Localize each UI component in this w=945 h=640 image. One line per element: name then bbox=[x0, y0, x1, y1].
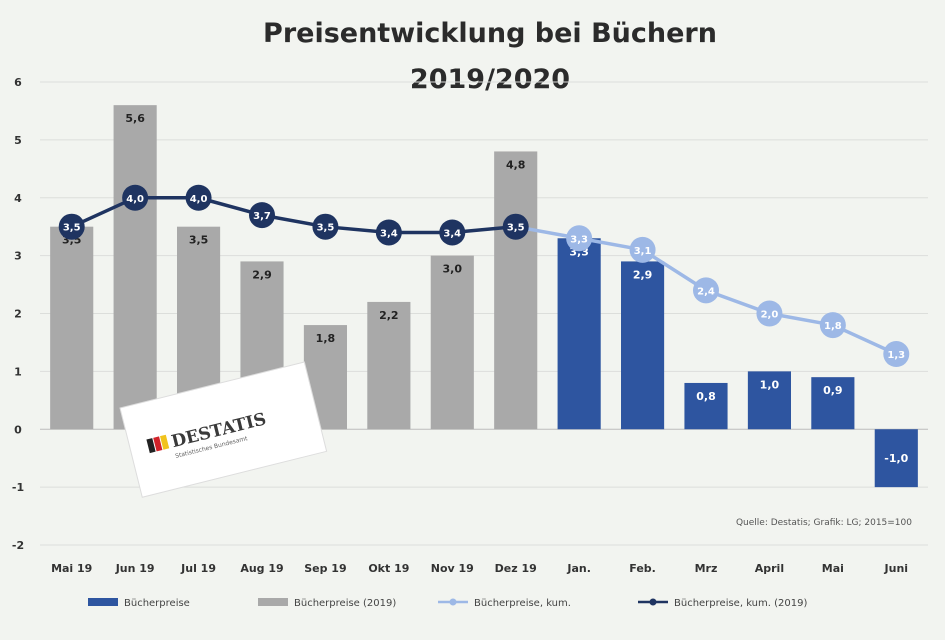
bar-value-label: 1,0 bbox=[760, 378, 780, 391]
line-point bbox=[629, 236, 656, 263]
legend: Bücherpreise Bücherpreise (2019) Bücherpre… bbox=[88, 598, 807, 609]
y-tick-label: 2 bbox=[14, 308, 22, 321]
point-value-label: 3,4 bbox=[380, 228, 398, 239]
point-value-label: 3,1 bbox=[634, 246, 652, 257]
y-tick-label: -1 bbox=[12, 481, 24, 494]
chart-title-line-1: Preisentwicklung bei Büchern bbox=[263, 18, 717, 49]
x-tick-label: Mrz bbox=[695, 562, 718, 575]
legend-marker bbox=[649, 598, 657, 606]
bar-value-label: 4,8 bbox=[506, 158, 526, 171]
legend-label: Bücherpreise (2019) bbox=[294, 598, 396, 609]
y-tick-label: -2 bbox=[12, 539, 24, 552]
point-value-label: 4,0 bbox=[126, 194, 144, 205]
legend-swatch bbox=[88, 598, 118, 606]
x-tick-label: Okt 19 bbox=[368, 562, 409, 575]
x-tick-label: Juni bbox=[884, 562, 909, 575]
line-point bbox=[439, 219, 466, 246]
line-point bbox=[566, 225, 593, 252]
bar-value-label: 0,9 bbox=[823, 384, 843, 397]
x-tick-label: Jun 19 bbox=[115, 562, 155, 575]
point-value-label: 1,3 bbox=[887, 350, 905, 361]
legend-swatch bbox=[258, 598, 288, 606]
line-point bbox=[375, 219, 402, 246]
y-tick-label: 0 bbox=[14, 423, 22, 436]
legend-label: Bücherpreise bbox=[124, 598, 190, 609]
bar-value-label: 2,9 bbox=[252, 268, 272, 281]
y-tick-label: 1 bbox=[14, 365, 22, 378]
point-value-label: 3,5 bbox=[507, 223, 525, 234]
point-value-label: 2,4 bbox=[697, 286, 715, 297]
point-value-label: 2,0 bbox=[761, 310, 779, 321]
x-tick-label: Dez 19 bbox=[495, 562, 537, 575]
x-tick-label: Mai bbox=[822, 562, 844, 575]
point-value-label: 3,7 bbox=[253, 211, 271, 222]
destatis-logo: DESTATIS Statistisches Bundesamt bbox=[119, 361, 328, 498]
legend-label: Bücherpreise, kum. bbox=[474, 598, 571, 609]
x-tick-label: Mai 19 bbox=[51, 562, 92, 575]
point-value-label: 3,5 bbox=[317, 223, 335, 234]
bar bbox=[113, 105, 157, 430]
point-value-label: 3,5 bbox=[63, 223, 81, 234]
bar bbox=[494, 151, 538, 430]
y-axis-ticks: -2 -1 0 1 2 3 4 5 6 bbox=[12, 76, 24, 552]
legend-marker bbox=[449, 598, 457, 606]
chart-title-line-2: 2019/2020 bbox=[410, 64, 570, 95]
bar bbox=[684, 382, 728, 430]
line-point bbox=[502, 213, 529, 240]
x-axis-ticks: Mai 19 Jun 19 Jul 19 Aug 19 Sep 19 Okt 19 Nov … bbox=[51, 562, 908, 575]
line-point bbox=[122, 184, 149, 211]
line-point bbox=[756, 300, 783, 327]
line-point bbox=[819, 312, 846, 339]
bar bbox=[747, 371, 791, 430]
bar-value-label: 3,5 bbox=[189, 234, 209, 247]
x-tick-label: Jul 19 bbox=[180, 562, 216, 575]
y-tick-label: 6 bbox=[14, 76, 22, 89]
point-value-label: 1,8 bbox=[824, 321, 842, 332]
bar-value-label: -1,0 bbox=[884, 452, 908, 465]
source-note: Quelle: Destatis; Grafik: LG; 2015=100 bbox=[736, 518, 912, 528]
bar bbox=[50, 226, 94, 430]
bar-value-label: 1,8 bbox=[316, 332, 336, 345]
y-tick-label: 4 bbox=[14, 192, 22, 205]
line-point bbox=[249, 202, 275, 229]
point-value-label: 3,3 bbox=[570, 234, 588, 245]
legend-label: Bücherpreise, kum. (2019) bbox=[674, 598, 807, 609]
point-value-label: 4,0 bbox=[190, 194, 208, 205]
x-tick-label: Aug 19 bbox=[240, 562, 283, 575]
y-tick-label: 5 bbox=[14, 134, 22, 147]
bar bbox=[367, 301, 411, 430]
bar bbox=[557, 238, 601, 430]
line-point bbox=[312, 213, 339, 240]
x-tick-label: April bbox=[755, 562, 784, 575]
x-tick-label: Jan. bbox=[566, 562, 591, 575]
y-tick-label: 3 bbox=[14, 250, 22, 263]
point-value-label: 3,4 bbox=[443, 228, 461, 239]
bar bbox=[430, 255, 474, 430]
bar-value-label: 3,0 bbox=[443, 263, 463, 276]
line-point bbox=[883, 341, 910, 368]
line-point bbox=[185, 184, 212, 211]
bar-value-label: 0,8 bbox=[696, 390, 716, 403]
bars: 3,3 2,9 0,8 1,0 0,9 -1,0 3,5 5,6 3,5 2,9 1,8 2,2 3,0… bbox=[50, 105, 918, 488]
x-tick-label: Nov 19 bbox=[431, 562, 474, 575]
bar-value-label: 2,2 bbox=[379, 309, 399, 322]
bar bbox=[621, 261, 665, 430]
bar bbox=[874, 429, 918, 488]
bar-value-label: 2,9 bbox=[633, 268, 653, 281]
line-point bbox=[58, 213, 85, 240]
bar bbox=[811, 377, 855, 430]
bar-value-label: 5,6 bbox=[125, 112, 145, 125]
x-tick-label: Feb. bbox=[629, 562, 656, 575]
line-point bbox=[693, 277, 719, 304]
line-points: 3,3 3,1 2,4 2,0 1,8 1,3 3,5 4,0 4,0 3,7 3,5 3,4 3,4 3… bbox=[58, 184, 910, 368]
x-tick-label: Sep 19 bbox=[304, 562, 346, 575]
